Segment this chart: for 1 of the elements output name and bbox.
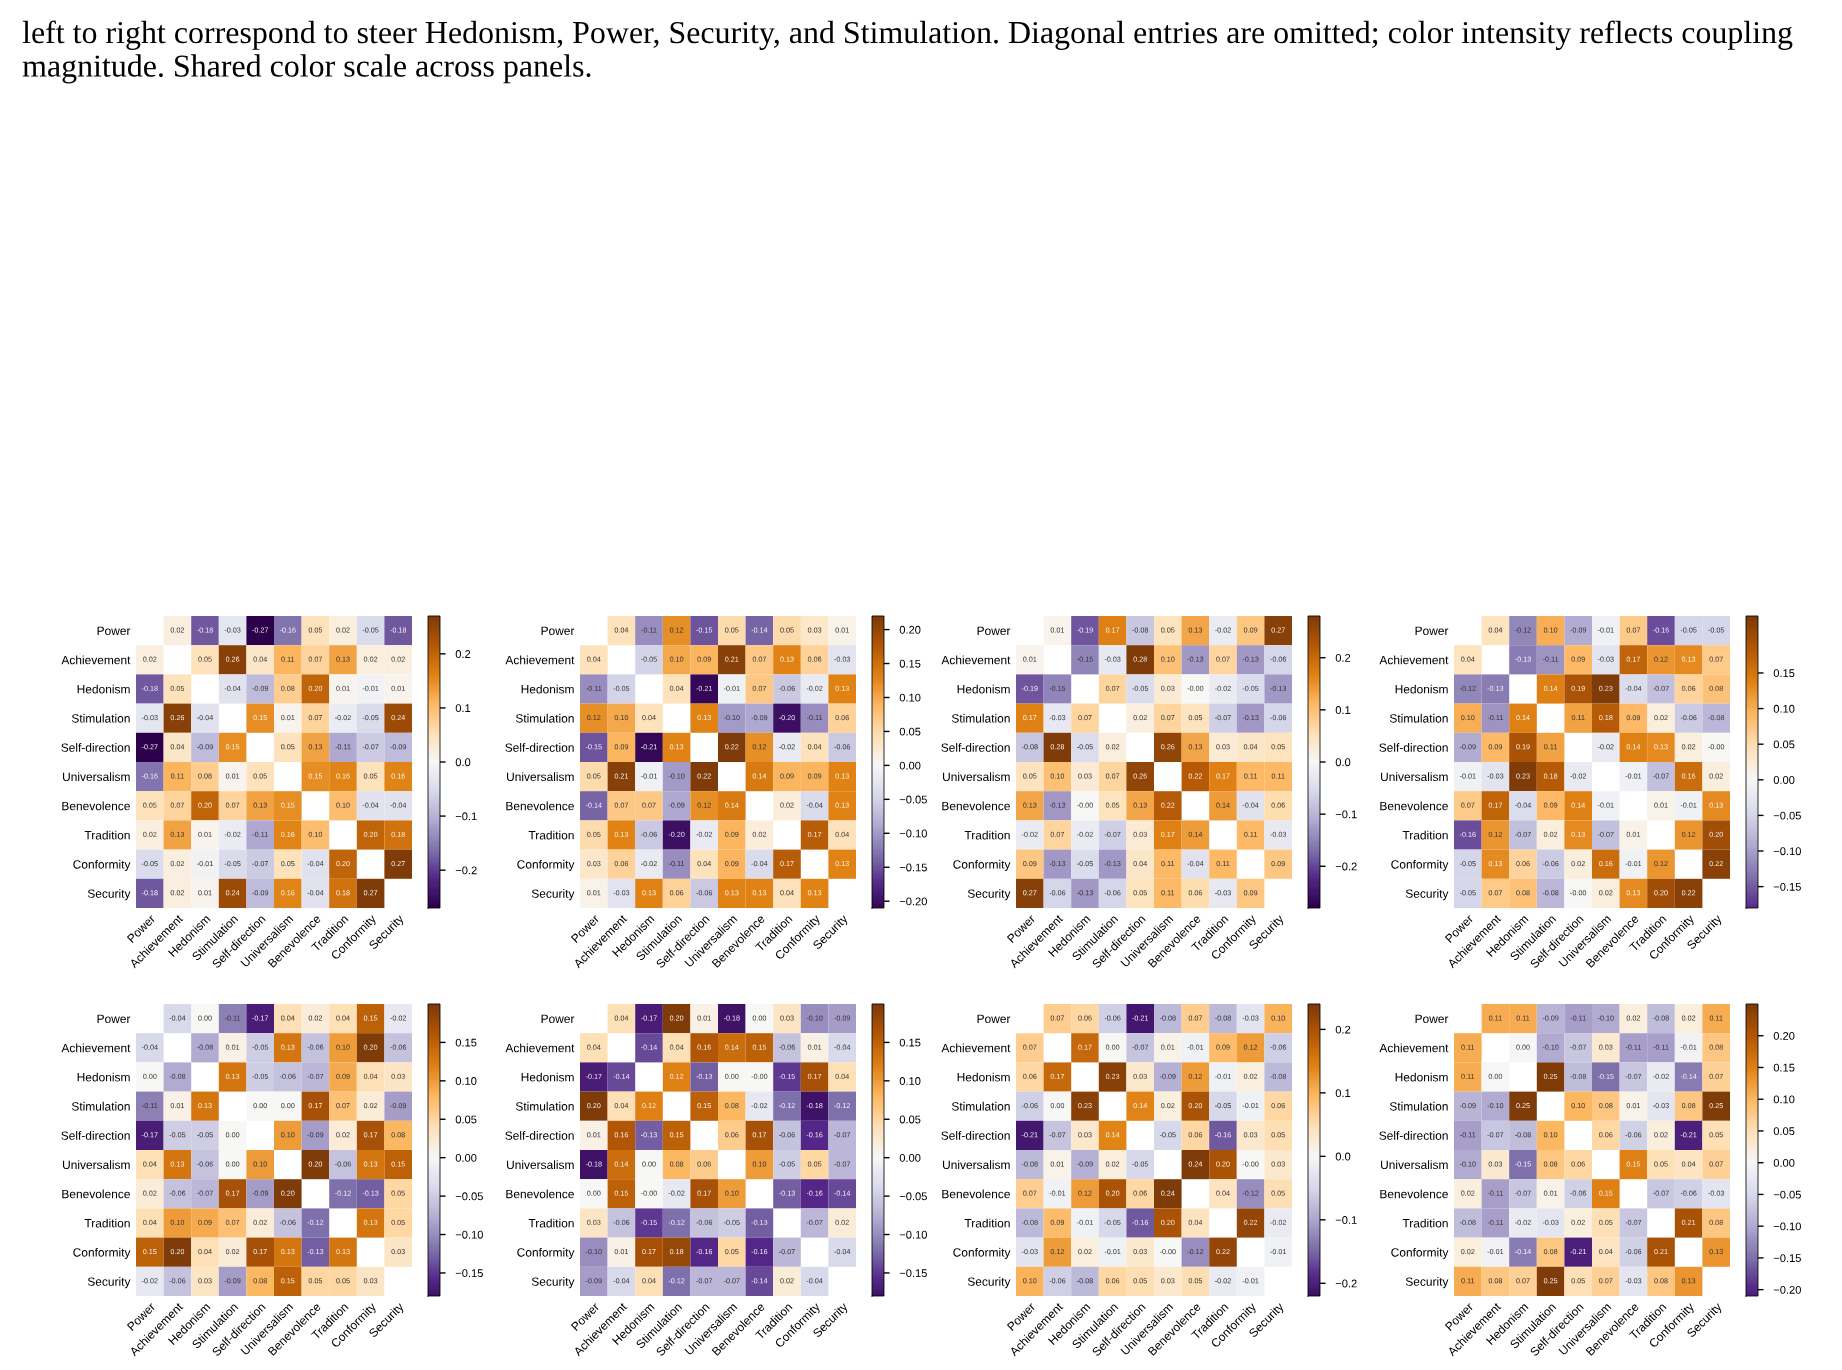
- text: left to right correspond to steer Hedonism, Power, Security, and Stimulation. Diagonal entries are omitted; color intensity reflects coupling magnitude. Shared color scale across panels.: [22, 20, 1793, 84]
